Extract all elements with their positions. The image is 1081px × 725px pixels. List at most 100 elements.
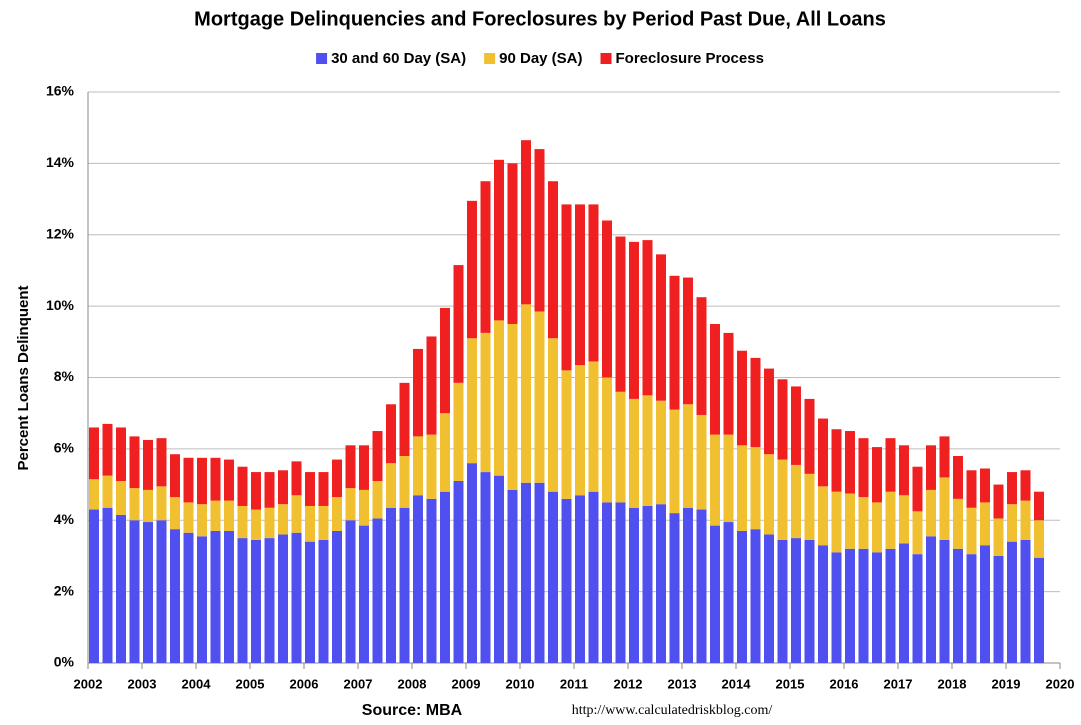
x-tick-label: 2010 xyxy=(506,676,535,691)
bar-segment xyxy=(723,522,734,663)
bar-segment xyxy=(669,275,680,410)
bar-segment xyxy=(980,545,990,663)
bar-segment xyxy=(426,434,437,499)
bar-segment xyxy=(278,470,288,505)
bar-segment xyxy=(102,475,113,508)
source-note: Source: MBA xyxy=(362,702,463,719)
bar-segment xyxy=(170,497,180,530)
bar-segment xyxy=(858,548,869,663)
bar-segment xyxy=(953,456,963,499)
bar-segment xyxy=(102,423,113,476)
legend-label: Foreclosure Process xyxy=(616,50,764,67)
bar-segment xyxy=(696,509,707,663)
bar-segment xyxy=(764,368,774,455)
bar-segment xyxy=(480,472,491,663)
bar-segment xyxy=(777,379,788,460)
bar-segment xyxy=(993,555,1004,663)
bar-segment xyxy=(183,502,194,533)
bar-segment xyxy=(129,488,140,521)
bar-segment xyxy=(453,480,464,663)
x-tick-label: 2005 xyxy=(236,676,265,691)
bar-segment xyxy=(156,438,167,487)
bar-segment xyxy=(912,466,923,512)
bar-segment xyxy=(939,539,950,663)
bar-segment xyxy=(345,488,356,521)
bar-segment xyxy=(548,338,558,492)
bar-segment xyxy=(602,220,612,378)
x-tick-label: 2012 xyxy=(614,676,643,691)
y-tick-label: 10% xyxy=(46,297,75,313)
bar-segment xyxy=(1020,500,1031,540)
bar-segment xyxy=(845,548,855,663)
bar-segment xyxy=(791,464,801,539)
bar-segment xyxy=(291,495,302,533)
bar-segment xyxy=(642,505,653,663)
bar-segment xyxy=(899,543,909,663)
bar-segment xyxy=(588,361,599,492)
bar-segment xyxy=(156,486,167,521)
bar-segment xyxy=(372,480,383,519)
chart-title: Mortgage Delinquencies and Foreclosures … xyxy=(194,8,886,30)
x-tick-label: 2008 xyxy=(398,676,427,691)
bar-segment xyxy=(696,297,707,415)
x-tick-label: 2017 xyxy=(884,676,913,691)
bar-segment xyxy=(264,507,275,539)
bar-segment xyxy=(345,520,356,663)
bar-segment xyxy=(683,404,693,508)
bar-segment xyxy=(939,477,950,540)
bar-segment xyxy=(615,236,626,392)
bar-segment xyxy=(183,457,194,503)
bar-segment xyxy=(521,140,531,305)
bar-segment xyxy=(116,427,126,481)
bar-segment xyxy=(507,163,518,324)
bar-segment xyxy=(858,497,869,549)
legend-label: 30 and 60 Day (SA) xyxy=(331,50,466,67)
y-tick-label: 12% xyxy=(46,225,75,241)
bar-segment xyxy=(467,338,477,464)
bar-segment xyxy=(359,489,369,526)
bar-segment xyxy=(426,498,437,663)
bar-segment xyxy=(723,332,734,435)
bar-segment xyxy=(224,530,234,663)
x-tick-label: 2019 xyxy=(992,676,1021,691)
bar-segment xyxy=(575,365,585,496)
bar-segment xyxy=(899,445,909,496)
bar-segment xyxy=(278,534,288,663)
x-tick-label: 2009 xyxy=(452,676,481,691)
bar-segment xyxy=(197,504,207,537)
bar-segment xyxy=(602,502,612,663)
x-tick-label: 2018 xyxy=(938,676,967,691)
legend-swatch xyxy=(484,53,496,64)
bar-segment xyxy=(305,541,315,663)
bar-segment xyxy=(926,489,936,537)
bar-segment xyxy=(413,436,423,496)
bar-segment xyxy=(305,505,315,542)
x-tick-label: 2003 xyxy=(128,676,157,691)
y-axis-label: Percent Loans Delinquent xyxy=(15,285,32,470)
bar-segment xyxy=(750,529,761,663)
bar-segment xyxy=(710,525,720,663)
bar-segment xyxy=(764,454,774,535)
bar-segment xyxy=(642,395,653,506)
bar-segment xyxy=(170,454,180,498)
bar-segment xyxy=(656,504,666,663)
bar-segment xyxy=(926,536,936,663)
bar-segment xyxy=(683,507,693,663)
bar-segment xyxy=(858,438,869,498)
x-tick-label: 2020 xyxy=(1046,676,1075,691)
bar-segment xyxy=(426,336,437,435)
bar-segment xyxy=(251,509,261,540)
x-tick-label: 2011 xyxy=(560,676,588,691)
bar-segment xyxy=(224,500,234,531)
bar-segment xyxy=(710,434,720,526)
bar-segment xyxy=(656,254,666,401)
bar-segment xyxy=(534,482,545,663)
bar-segment xyxy=(710,323,720,435)
x-tick-label: 2007 xyxy=(344,676,373,691)
bar-segment xyxy=(237,466,248,506)
bar-segment xyxy=(251,472,261,510)
bar-segment xyxy=(1034,520,1044,558)
bar-segment xyxy=(467,463,477,663)
bar-segment xyxy=(885,438,896,492)
